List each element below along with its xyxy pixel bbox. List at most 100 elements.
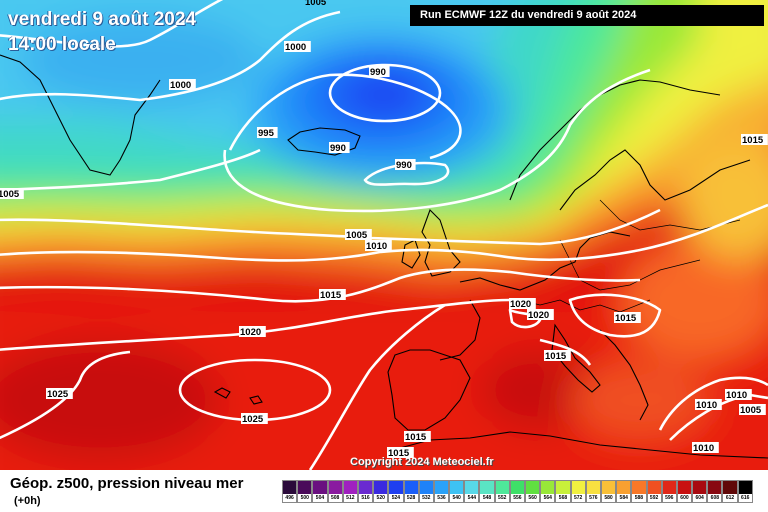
legend-cell: 588 bbox=[631, 480, 647, 503]
isobar-label-bg bbox=[365, 240, 392, 251]
legend-swatch bbox=[495, 481, 509, 494]
isobar-label-bg bbox=[509, 298, 536, 309]
legend-swatch bbox=[298, 481, 312, 494]
isobar-label-bg bbox=[329, 142, 350, 153]
isobar-label: 1015 bbox=[742, 135, 764, 146]
legend-swatch bbox=[283, 481, 297, 494]
legend-label: 524 bbox=[391, 495, 401, 501]
legend-swatch bbox=[328, 481, 342, 494]
isobar-label: 1015 bbox=[545, 351, 567, 362]
legend-swatch bbox=[617, 481, 631, 494]
isobar-label: 995 bbox=[258, 128, 275, 139]
legend-label: 500 bbox=[300, 495, 309, 501]
isobar-label-bg bbox=[169, 79, 196, 90]
legend-label: 572 bbox=[573, 495, 583, 501]
legend-label: 532 bbox=[422, 495, 431, 501]
legend-cell: 600 bbox=[676, 480, 693, 503]
isobar-label: 1000 bbox=[170, 80, 191, 91]
legend-label: 516 bbox=[361, 495, 370, 501]
legend-label: 608 bbox=[710, 495, 720, 501]
legend-swatch bbox=[708, 481, 722, 494]
legend-label: 564 bbox=[543, 495, 552, 501]
legend-cell: 608 bbox=[707, 480, 723, 503]
legend-label: 580 bbox=[604, 495, 613, 501]
legend-label: 604 bbox=[695, 495, 704, 501]
legend-swatch bbox=[480, 481, 494, 494]
legend-swatch bbox=[677, 481, 692, 494]
isobar-labels: 1000100099099599099010051005101010151020… bbox=[0, 41, 768, 459]
isobar-label-bg bbox=[741, 134, 768, 145]
isobar-label: 1015 bbox=[320, 290, 342, 301]
isobar-label-top: 1005 bbox=[305, 0, 327, 8]
legend-cell: 536 bbox=[433, 480, 450, 503]
legend-swatch bbox=[556, 481, 570, 494]
legend-swatch bbox=[738, 481, 752, 494]
legend-swatch bbox=[450, 481, 464, 494]
legend-cell: 576 bbox=[585, 480, 601, 503]
isobar-label: 1025 bbox=[47, 389, 69, 400]
run-info-banner: Run ECMWF 12Z du vendredi 9 août 2024 bbox=[410, 5, 764, 26]
legend-label: 520 bbox=[376, 495, 385, 501]
legend-swatch bbox=[662, 481, 676, 494]
legend-label: 496 bbox=[285, 495, 294, 501]
isobar-label: 1000 bbox=[285, 42, 306, 53]
isobar-label-bg bbox=[739, 404, 766, 415]
legend-swatch bbox=[601, 481, 616, 494]
legend-swatch bbox=[404, 481, 418, 494]
isobar-label-bg bbox=[692, 442, 719, 453]
legend-cell: 596 bbox=[661, 480, 677, 503]
legend-swatch bbox=[541, 481, 555, 494]
legend-cell: 520 bbox=[373, 480, 389, 503]
legend-label: 556 bbox=[513, 495, 522, 501]
legend-cell: 500 bbox=[297, 480, 313, 503]
legend-label: 568 bbox=[558, 495, 568, 501]
legend-label: 576 bbox=[589, 495, 598, 501]
legend-cell: 540 bbox=[449, 480, 465, 503]
legend-swatch bbox=[389, 481, 403, 494]
legend-cell: 572 bbox=[570, 480, 586, 503]
legend-cell: 564 bbox=[540, 480, 556, 503]
legend-swatch bbox=[343, 481, 357, 494]
legend-swatch bbox=[465, 481, 479, 494]
legend-cell: 604 bbox=[692, 480, 708, 503]
color-legend: 496 500 504 508 512 516 520 524 528 532 536 540 544 5… bbox=[282, 480, 753, 503]
legend-swatch bbox=[313, 481, 327, 494]
legend-cell: 496 bbox=[282, 480, 298, 503]
legend-cell: 580 bbox=[600, 480, 617, 503]
legend-cell: 512 bbox=[342, 480, 358, 503]
isobar-label-bg bbox=[725, 389, 752, 400]
isobar-label-bg bbox=[395, 159, 416, 170]
isobar-label: 1020 bbox=[240, 327, 261, 338]
legend-cell: 584 bbox=[616, 480, 632, 503]
isobar-label: 1005 bbox=[740, 405, 762, 416]
legend-label: 596 bbox=[665, 495, 674, 501]
legend-swatch bbox=[510, 481, 524, 494]
isobar-label-bg bbox=[404, 431, 431, 442]
legend-swatch bbox=[419, 481, 433, 494]
isobar-label: 1015 bbox=[388, 448, 410, 459]
isobar-label: 1015 bbox=[615, 313, 637, 324]
legend-swatch bbox=[693, 481, 707, 494]
map-date: vendredi 9 août 2024 bbox=[8, 9, 196, 30]
legend-label: 544 bbox=[467, 495, 477, 501]
isobar-label: 1010 bbox=[693, 443, 714, 454]
isobar-label: 1005 bbox=[0, 189, 20, 200]
legend-cell: 616 bbox=[737, 480, 753, 503]
legend-label: 536 bbox=[437, 495, 446, 501]
legend-label: 584 bbox=[619, 495, 628, 501]
legend-cell: 560 bbox=[525, 480, 541, 503]
legend-cell: 528 bbox=[403, 480, 419, 503]
isobar-label: 990 bbox=[396, 160, 412, 171]
map-footer: Géop. z500, pression niveau mer (+0h) 49… bbox=[0, 470, 768, 512]
legend-swatch bbox=[647, 481, 661, 494]
legend-label: 528 bbox=[406, 495, 416, 501]
legend-label: 612 bbox=[725, 495, 735, 501]
isobar-label-bg bbox=[239, 326, 266, 337]
legend-cell: 612 bbox=[722, 480, 738, 503]
footer-title: Géop. z500, pression niveau mer bbox=[10, 475, 244, 492]
legend-cell: 592 bbox=[646, 480, 662, 503]
legend-swatch bbox=[358, 481, 373, 494]
legend-label: 592 bbox=[649, 495, 659, 501]
legend-label: 548 bbox=[482, 495, 492, 501]
isobar-label: 1010 bbox=[696, 400, 717, 411]
